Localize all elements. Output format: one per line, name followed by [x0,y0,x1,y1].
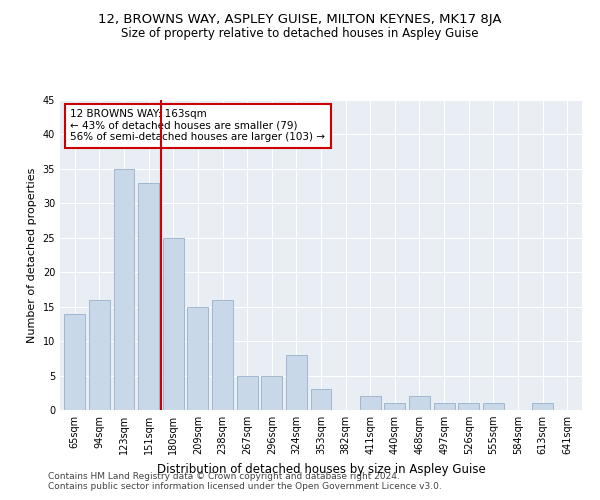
Bar [311,390,331,410]
Bar [212,300,233,410]
Bar [138,182,159,410]
X-axis label: Distribution of detached houses by size in Aspley Guise: Distribution of detached houses by size … [157,462,485,475]
Bar [434,403,455,410]
Bar [532,403,553,410]
Bar [409,396,430,410]
Bar [360,396,381,410]
Bar [236,376,257,410]
Bar [64,314,85,410]
Bar [187,306,208,410]
Text: 12 BROWNS WAY: 163sqm
← 43% of detached houses are smaller (79)
56% of semi-deta: 12 BROWNS WAY: 163sqm ← 43% of detached … [70,110,325,142]
Bar [385,403,406,410]
Bar [113,169,134,410]
Bar [483,403,504,410]
Text: Contains public sector information licensed under the Open Government Licence v3: Contains public sector information licen… [48,482,442,491]
Y-axis label: Number of detached properties: Number of detached properties [27,168,37,342]
Text: Contains HM Land Registry data © Crown copyright and database right 2024.: Contains HM Land Registry data © Crown c… [48,472,400,481]
Bar [163,238,184,410]
Bar [286,355,307,410]
Text: Size of property relative to detached houses in Aspley Guise: Size of property relative to detached ho… [121,28,479,40]
Bar [261,376,282,410]
Bar [458,403,479,410]
Text: 12, BROWNS WAY, ASPLEY GUISE, MILTON KEYNES, MK17 8JA: 12, BROWNS WAY, ASPLEY GUISE, MILTON KEY… [98,12,502,26]
Bar [89,300,110,410]
